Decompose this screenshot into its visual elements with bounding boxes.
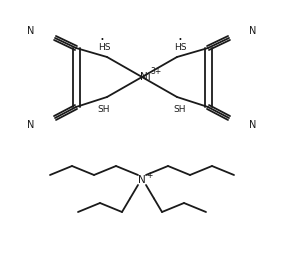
Text: Ni: Ni [140,72,150,82]
Text: SH: SH [174,104,186,113]
Text: N: N [27,120,35,130]
Text: SH: SH [98,104,110,113]
Text: N: N [249,26,257,36]
Text: ·: · [178,32,182,48]
Text: HS: HS [98,42,110,52]
Text: N: N [27,26,35,36]
Text: N: N [249,120,257,130]
Text: +: + [146,170,152,180]
Text: HS: HS [174,42,186,52]
Text: N: N [138,175,146,185]
Text: ·: · [99,32,104,48]
Text: 3+: 3+ [150,68,162,76]
